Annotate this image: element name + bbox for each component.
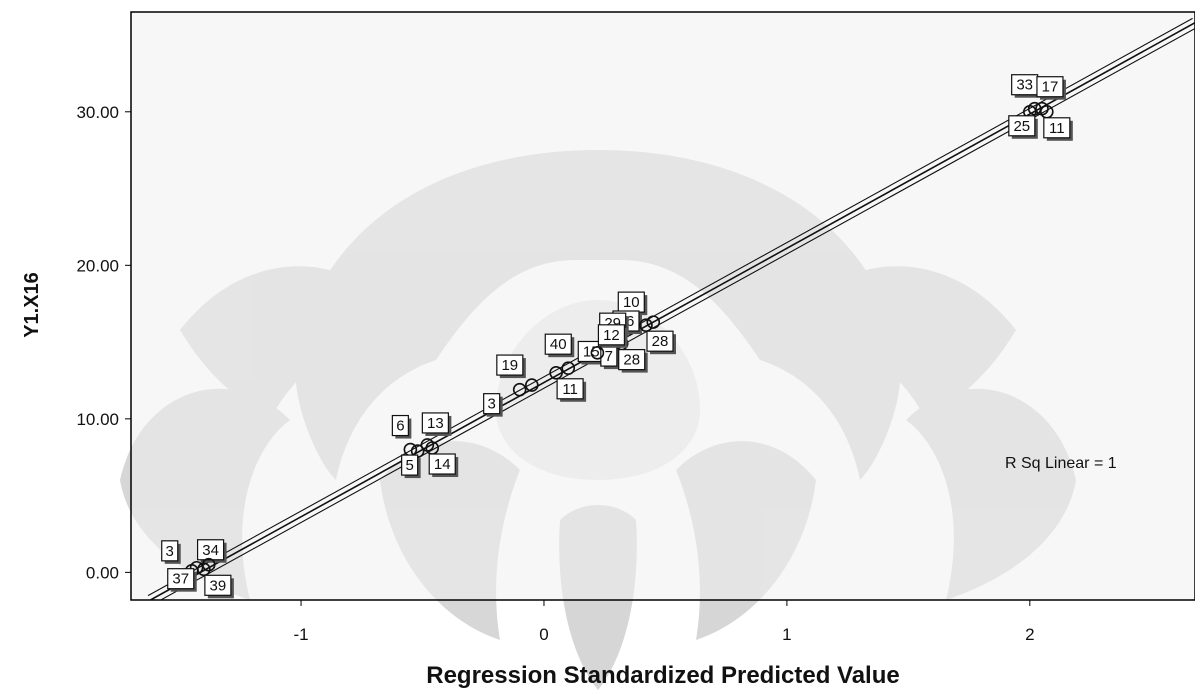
point-label: 33 — [1016, 77, 1033, 94]
r-squared-annotation: R Sq Linear = 1 — [1005, 455, 1117, 472]
point-label: 11 — [562, 381, 578, 398]
plot-area — [130, 11, 1195, 601]
point-label-box — [544, 333, 572, 355]
point-label: 5 — [405, 457, 413, 474]
x-tick-label: 0 — [539, 625, 548, 644]
data-point — [646, 315, 661, 329]
confidence-band-line-1 — [147, 17, 1193, 597]
x-tick-label: 2 — [1025, 625, 1034, 644]
point-label: 37 — [172, 571, 189, 588]
point-label: 10 — [623, 294, 640, 311]
point-label: 40 — [550, 336, 567, 353]
x-axis: -1 0 1 2 — [293, 600, 1035, 644]
point-label: 7 — [605, 348, 613, 365]
y-tick-label: 0.00 — [86, 563, 119, 582]
point-label: 25 — [1013, 118, 1030, 135]
x-tick-label: 1 — [782, 625, 791, 644]
point-label-box — [646, 330, 674, 352]
point-label-box — [428, 453, 456, 475]
x-tick-label: -1 — [293, 625, 308, 644]
point-group: 3317251110161528402972819123116135143343… — [161, 74, 1073, 599]
point-label: 13 — [427, 415, 444, 432]
data-point — [512, 382, 527, 397]
point-label: 11 — [1049, 120, 1065, 137]
data-point — [639, 318, 653, 332]
data-point — [197, 562, 211, 577]
y-axis: 0.00 10.00 20.00 30.00 — [76, 103, 131, 582]
y-tick-label: 10.00 — [76, 410, 119, 429]
y-axis-title: Y1.X16 — [21, 272, 43, 338]
x-axis-title: Regression Standardized Predicted Value — [426, 662, 899, 689]
point-label-box — [391, 414, 409, 437]
point-label-box — [496, 354, 524, 376]
point-label-box — [161, 540, 179, 562]
point-label: 19 — [501, 357, 518, 374]
point-label: 28 — [623, 352, 640, 369]
point-label-box — [1043, 117, 1071, 139]
point-label: 14 — [434, 456, 451, 473]
point-label-box — [421, 412, 449, 434]
point-label-box — [483, 393, 501, 415]
point-label: 28 — [652, 333, 669, 350]
point-label-box — [401, 454, 419, 476]
point-label-box — [597, 324, 626, 346]
point-label: 3 — [166, 543, 174, 560]
y-tick-label: 30.00 — [76, 103, 119, 122]
point-label: 12 — [603, 327, 620, 344]
point-label: 6 — [396, 418, 404, 435]
data-point — [590, 346, 605, 360]
point-label: 17 — [1042, 79, 1059, 96]
point-label-box — [167, 568, 195, 590]
point-label: 39 — [210, 577, 227, 594]
point-label: 3 — [488, 396, 496, 413]
data-point — [525, 378, 539, 392]
point-label-box — [1008, 115, 1036, 137]
point-label-box — [204, 574, 232, 596]
point-label: 34 — [202, 542, 219, 559]
point-label-box — [556, 378, 584, 400]
data-point — [549, 365, 563, 380]
point-label-box — [618, 349, 646, 371]
point-label-box — [1036, 76, 1064, 98]
data-point — [201, 557, 216, 572]
y-tick-label: 20.00 — [76, 256, 119, 275]
data-point — [561, 361, 576, 375]
